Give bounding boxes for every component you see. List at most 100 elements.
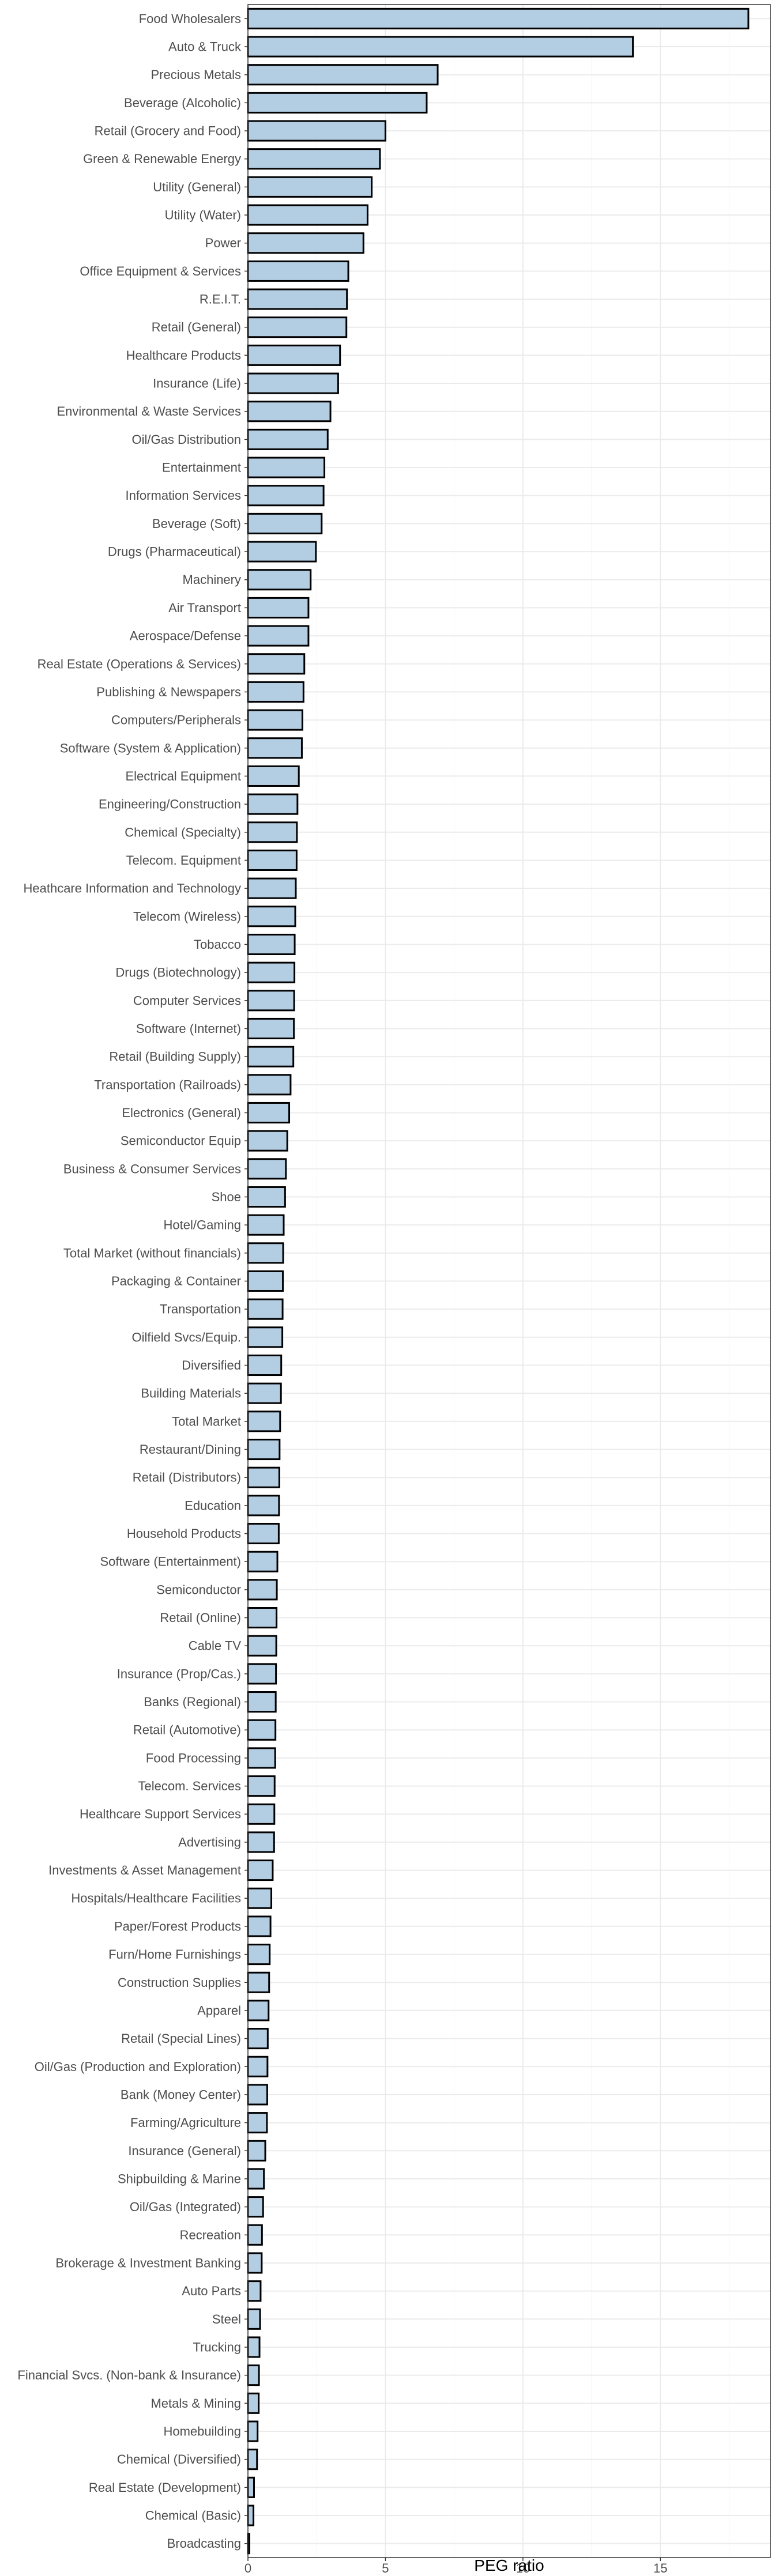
category-label: Green & Renewable Energy	[83, 152, 241, 166]
category-label: R.E.I.T.	[200, 292, 241, 307]
bar	[247, 2000, 270, 2021]
category-label: Shipbuilding & Marine	[118, 2171, 241, 2186]
bar	[247, 793, 299, 815]
category-label: Semiconductor Equip	[121, 1134, 241, 1148]
category-label: Office Equipment & Services	[80, 264, 241, 278]
category-label: Drugs (Biotechnology)	[115, 965, 241, 980]
category-label: Oil/Gas Distribution	[131, 432, 241, 447]
bar	[247, 1074, 292, 1096]
category-label: Metals & Mining	[151, 2396, 241, 2411]
bar	[247, 1158, 287, 1180]
bar	[247, 1017, 295, 1040]
category-label: Food Processing	[146, 1751, 241, 1765]
bar	[247, 2505, 255, 2526]
bar	[247, 541, 317, 563]
bar	[247, 2392, 260, 2414]
category-label: Farming/Agriculture	[130, 2115, 241, 2130]
category-label: Apparel	[197, 2003, 241, 2017]
bar	[247, 1438, 281, 1461]
bar	[247, 120, 386, 142]
bar	[247, 2336, 261, 2358]
bar	[247, 821, 298, 843]
bar	[247, 401, 332, 423]
category-label: Telecom (Wireless)	[133, 909, 241, 923]
bar	[247, 428, 329, 450]
bar	[247, 1579, 278, 1601]
bar	[247, 1775, 276, 1797]
category-label: Precious Metals	[151, 67, 241, 82]
bar	[247, 906, 296, 927]
bar	[247, 1719, 277, 1741]
bar	[247, 260, 349, 282]
bar	[247, 990, 295, 1012]
category-label: Total Market	[172, 1414, 241, 1428]
bar	[247, 176, 373, 198]
bar	[247, 1298, 284, 1320]
category-label: Machinery	[183, 572, 241, 587]
bar	[247, 2449, 258, 2471]
category-label: Air Transport	[168, 601, 241, 615]
category-label: Retail (Grocery and Food)	[95, 124, 241, 138]
category-label: Computer Services	[133, 993, 241, 1008]
bar	[247, 2224, 263, 2246]
category-label: Entertainment	[162, 461, 241, 475]
bar	[247, 148, 381, 170]
bar	[247, 1663, 277, 1685]
category-label: Investments & Asset Management	[48, 1863, 241, 1877]
category-label: Real Estate (Development)	[89, 2480, 241, 2495]
category-label: Retail (Special Lines)	[121, 2031, 241, 2046]
bar	[247, 597, 310, 618]
category-label: Oil/Gas (Production and Exploration)	[35, 2060, 241, 2074]
bar	[247, 569, 312, 591]
category-label: Utility (Water)	[165, 208, 241, 222]
category-label: Advertising	[178, 1835, 241, 1849]
bar	[247, 961, 296, 983]
category-label: Power	[205, 236, 241, 250]
bar	[247, 1803, 276, 1825]
category-labels: Food Wholesalers Auto & Truck Precious Met…	[17, 12, 248, 2551]
bar	[247, 1186, 286, 1208]
bar	[247, 1102, 291, 1124]
category-label: Chemical (Diversified)	[117, 2452, 241, 2466]
category-label: Construction Supplies	[118, 1975, 241, 1990]
bar	[247, 2084, 268, 2106]
bar	[247, 2168, 265, 2190]
category-label: Environmental & Waste Services	[57, 404, 241, 418]
bar	[247, 653, 306, 675]
bar	[247, 316, 348, 338]
bar	[247, 232, 364, 254]
category-label: Financial Svcs. (Non-bank & Insurance)	[17, 2368, 241, 2382]
category-label: Retail (General)	[152, 320, 241, 334]
category-label: Insurance (General)	[128, 2144, 241, 2158]
bar	[247, 288, 348, 310]
category-label: Auto & Truck	[168, 40, 242, 54]
category-label: Household Products	[127, 1526, 241, 1541]
category-label: Tobacco	[194, 937, 241, 952]
category-label: Banks (Regional)	[144, 1695, 241, 1709]
category-label: Telecom. Services	[138, 1779, 241, 1793]
category-label: Heathcare Information and Technology	[23, 881, 241, 896]
category-label: Packaging & Container	[111, 1274, 241, 1288]
category-label: Retail (Online)	[160, 1611, 241, 1625]
category-label: Trucking	[193, 2340, 241, 2354]
bar	[247, 1944, 271, 1966]
bar	[247, 2028, 269, 2050]
category-label: Information Services	[125, 488, 241, 503]
category-label: Bank (Money Center)	[121, 2087, 241, 2102]
bar	[247, 1831, 275, 1853]
bar	[247, 64, 439, 86]
category-label: Paper/Forest Products	[114, 1919, 241, 1933]
bar	[247, 1915, 272, 1937]
category-label: Healthcare Support Services	[80, 1807, 241, 1821]
category-label: Electronics (General)	[122, 1106, 241, 1120]
x-axis-ticks: 0 5 10 15	[244, 2558, 668, 2575]
bar	[247, 457, 326, 478]
category-label: Recreation	[180, 2228, 241, 2242]
category-label: Aerospace/Defense	[130, 629, 241, 643]
bar	[247, 1887, 273, 1909]
x-tick-label: 15	[653, 2561, 667, 2573]
category-label: Retail (Building Supply)	[109, 1050, 241, 1064]
bar	[247, 1635, 277, 1657]
category-label: Retail (Automotive)	[133, 1723, 241, 1737]
